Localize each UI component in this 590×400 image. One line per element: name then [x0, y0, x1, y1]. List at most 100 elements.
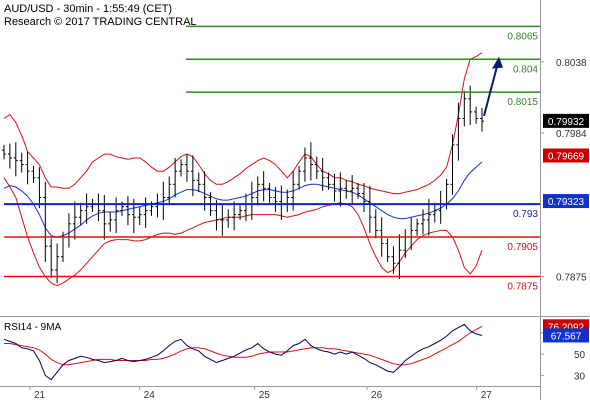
upper-band-line	[3, 52, 483, 195]
price-bar	[432, 202, 437, 223]
price-bar	[220, 204, 225, 236]
price-value-tag: 0.79669	[543, 148, 589, 163]
price-bar	[255, 176, 260, 206]
price-bar	[308, 142, 313, 181]
price-value-tag-box	[543, 194, 589, 209]
rsi-title: RSI14 - 9MA	[4, 322, 62, 333]
price-bar	[226, 209, 231, 228]
price-plot-area	[0, 0, 540, 316]
price-bar	[320, 158, 325, 191]
price-bar	[173, 158, 178, 198]
rsi-value-tag-text: 67.567	[551, 331, 582, 342]
price-bar	[7, 143, 12, 169]
time-axis-label: 24	[144, 390, 156, 400]
level-label-support: 0.7875	[507, 282, 538, 293]
price-panel: 0.8065 0.804 0.8015 0.793 0.7905 0.7875 AUD/U…	[0, 0, 540, 316]
price-value-tag-text: 0.79932	[548, 117, 585, 128]
price-bar	[462, 90, 467, 127]
rsi-value-tag: 67.567	[543, 328, 589, 343]
price-bar	[190, 155, 195, 197]
price-bar	[450, 134, 455, 195]
level-label-support: 0.7905	[507, 242, 538, 253]
price-bar	[137, 206, 142, 226]
projection-arrow-head	[492, 56, 503, 69]
price-bar	[84, 193, 89, 224]
price-bar	[43, 181, 48, 263]
price-bar	[456, 102, 461, 161]
price-bar	[49, 238, 54, 278]
price-bar	[196, 172, 201, 193]
level-label-resistance: 0.8015	[507, 97, 538, 108]
price-bar	[261, 171, 266, 202]
rsi-line	[3, 323, 483, 381]
price-bar	[37, 167, 42, 209]
price-bar	[13, 142, 18, 177]
level-label-resistance: 0.8065	[507, 31, 538, 42]
price-bar	[232, 201, 237, 231]
rsi-value-tag-box	[543, 328, 589, 343]
moving-average-line	[3, 161, 483, 238]
price-bar	[302, 147, 307, 182]
price-bar	[108, 211, 113, 232]
price-bar	[297, 165, 302, 190]
price-bar	[385, 238, 390, 263]
price-bar	[326, 172, 331, 190]
price-axis-label: 0.7875	[556, 273, 587, 284]
price-bar	[480, 107, 484, 132]
projection	[483, 56, 503, 117]
price-bar	[367, 185, 372, 234]
price-bar	[238, 205, 243, 220]
rsi-axis-label: 50	[574, 350, 586, 361]
price-value-tag: 0.79323	[543, 194, 589, 209]
price-bar	[31, 165, 36, 184]
price-bar	[25, 151, 30, 185]
price-bar	[361, 183, 366, 212]
time-axis-label: 21	[34, 390, 46, 400]
price-axis: 0.8038 0.7984 0.7875	[540, 58, 587, 284]
price-bar	[125, 196, 130, 226]
price-value-tag: 0.79932	[543, 113, 589, 128]
level-label-pivot: 0.793	[513, 209, 538, 220]
price-bar	[2, 144, 6, 160]
price-bar	[350, 175, 355, 205]
price-bar	[314, 156, 319, 180]
price-axis-label: 0.8038	[556, 58, 587, 69]
chart-header-line2: Research © 2017 TRADING CENTRAL	[4, 16, 197, 28]
time-axis-label: 25	[259, 390, 271, 400]
time-axis-label: 26	[371, 390, 383, 400]
price-bar	[420, 209, 425, 235]
price-bar	[344, 180, 349, 199]
price-bar	[102, 194, 107, 240]
price-bar	[184, 154, 189, 182]
price-value-tag-text: 0.79669	[548, 151, 585, 162]
price-bar	[391, 246, 396, 274]
price-bar	[143, 197, 148, 228]
time-axis: 21 24 25 26 27	[29, 386, 493, 400]
price-bar	[332, 173, 337, 202]
price-value-tag-text: 0.79323	[548, 197, 585, 208]
level-label-resistance: 0.804	[513, 64, 538, 75]
price-bar	[415, 218, 420, 236]
price-bar	[373, 209, 378, 239]
price-bar	[356, 183, 361, 199]
projection-arrow-shaft	[483, 62, 499, 117]
price-bar	[267, 183, 272, 203]
price-value-tag-box	[543, 113, 589, 128]
price-bar	[397, 234, 402, 280]
rsi-value-tag-text: 76.2092	[548, 322, 585, 333]
price-bar	[273, 186, 278, 212]
key-levels: 0.8065 0.804 0.8015 0.793 0.7905 0.7875	[4, 25, 540, 293]
time-axis-label: 27	[481, 390, 493, 400]
rsi-panel: RSI14 - 9MA	[3, 322, 483, 381]
price-bar	[474, 106, 479, 124]
rsi-axis-label: 30	[574, 371, 586, 382]
price-value-tag-box	[543, 148, 589, 163]
price-bar	[214, 200, 219, 231]
price-bar	[72, 201, 77, 240]
chart-header-line1: AUD/USD - 30min - 1:55:49 (CET)	[4, 3, 172, 15]
price-bar	[19, 152, 24, 173]
lower-band-line	[3, 177, 483, 287]
price-bar	[179, 159, 184, 177]
